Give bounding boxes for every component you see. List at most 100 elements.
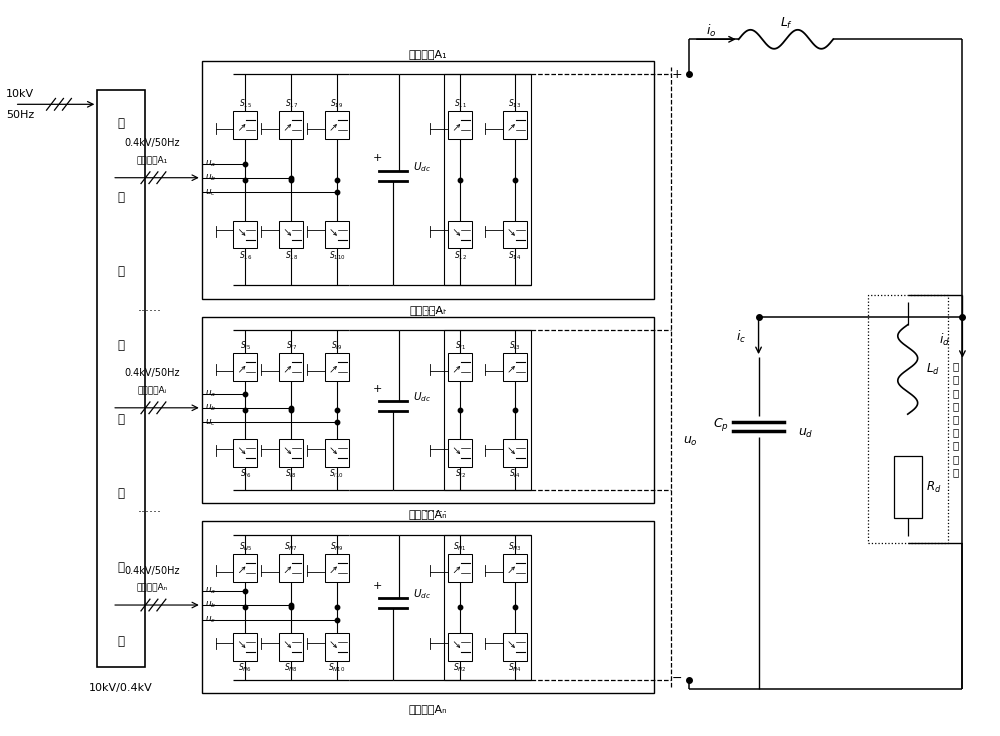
Text: 组: 组: [118, 265, 125, 278]
Bar: [279, 633, 303, 661]
Text: $S_{14}$: $S_{14}$: [508, 250, 522, 262]
Bar: [503, 111, 527, 139]
Bar: [503, 353, 527, 381]
Bar: [444, 534, 531, 680]
Text: $S_{i6}$: $S_{i6}$: [240, 468, 251, 481]
Text: 10kV: 10kV: [6, 89, 34, 99]
Text: ......: ......: [423, 503, 447, 515]
Bar: [894, 456, 922, 518]
Bar: [503, 439, 527, 467]
Text: ......: ......: [138, 301, 162, 314]
Text: $S_{N5}$: $S_{N5}$: [239, 540, 252, 553]
Bar: [503, 554, 527, 581]
Bar: [202, 521, 654, 693]
Text: $S_{17}$: $S_{17}$: [285, 98, 298, 110]
Text: $S_{i10}$: $S_{i10}$: [329, 468, 344, 481]
Text: $u_b$: $u_b$: [205, 403, 216, 413]
Text: $S_{N2}$: $S_{N2}$: [453, 662, 467, 674]
Bar: [279, 353, 303, 381]
Text: $S_{N8}$: $S_{N8}$: [284, 662, 298, 674]
Text: ......: ......: [423, 301, 447, 314]
Text: $S_{N9}$: $S_{N9}$: [330, 540, 344, 553]
Text: $S_{11}$: $S_{11}$: [454, 98, 467, 110]
Text: 0.4kV/50Hz: 0.4kV/50Hz: [124, 138, 180, 149]
Text: $L_f$: $L_f$: [780, 15, 793, 31]
Text: 10kV/0.4kV: 10kV/0.4kV: [89, 683, 153, 693]
Text: 功率单元Aᵢ: 功率单元Aᵢ: [410, 305, 446, 314]
Bar: [202, 61, 654, 299]
Text: $u_a$: $u_a$: [205, 586, 216, 596]
Bar: [448, 111, 472, 139]
Text: 移: 移: [118, 339, 125, 352]
Bar: [448, 353, 472, 381]
Text: $u_b$: $u_b$: [205, 600, 216, 610]
Text: $U_{dc}$: $U_{dc}$: [413, 390, 432, 404]
Bar: [233, 111, 257, 139]
Text: $S_{N6}$: $S_{N6}$: [238, 662, 252, 674]
Text: 多: 多: [118, 117, 125, 130]
Text: 绕: 绕: [118, 191, 125, 204]
Text: $S_{i5}$: $S_{i5}$: [240, 340, 251, 353]
Text: 功率单元Aₙ: 功率单元Aₙ: [409, 509, 447, 519]
Bar: [325, 221, 349, 248]
Text: $+$: $+$: [372, 152, 382, 163]
Bar: [202, 317, 654, 503]
Text: $S_{N4}$: $S_{N4}$: [508, 662, 522, 674]
Text: 压: 压: [118, 562, 125, 574]
Bar: [325, 353, 349, 381]
Text: $i_o$: $i_o$: [706, 23, 716, 38]
Text: $S_{i1}$: $S_{i1}$: [455, 340, 466, 353]
Text: $S_{19}$: $S_{19}$: [330, 98, 344, 110]
Text: $u_b$: $u_b$: [205, 172, 216, 183]
Text: $S_{15}$: $S_{15}$: [239, 98, 252, 110]
Text: $C_p$: $C_p$: [713, 417, 729, 434]
Bar: [448, 221, 472, 248]
Text: 功率单元A₁: 功率单元A₁: [136, 155, 168, 164]
Text: $+$: $+$: [372, 383, 382, 394]
Text: $L_d$: $L_d$: [926, 362, 939, 377]
Text: $S_{13}$: $S_{13}$: [508, 98, 522, 110]
Text: 功率单元Aₙ: 功率单元Aₙ: [136, 582, 168, 591]
Text: $S_{N3}$: $S_{N3}$: [508, 540, 522, 553]
Text: $S_{110}$: $S_{110}$: [329, 250, 345, 262]
Text: $u_a$: $u_a$: [205, 158, 216, 169]
Text: 功率单元Aₙ: 功率单元Aₙ: [409, 704, 447, 714]
Text: $i_c$: $i_c$: [736, 328, 747, 344]
Bar: [97, 91, 145, 668]
Bar: [233, 554, 257, 581]
Text: $+$: $+$: [372, 580, 382, 591]
Text: $S_{18}$: $S_{18}$: [285, 250, 298, 262]
Text: $u_c$: $u_c$: [205, 417, 216, 428]
Text: 变: 变: [118, 487, 125, 500]
Text: 中
间
包
电
磁
感
应
线
圈: 中 间 包 电 磁 感 应 线 圈: [952, 361, 959, 477]
Text: $S_{i2}$: $S_{i2}$: [455, 468, 466, 481]
Text: $S_{N10}$: $S_{N10}$: [328, 662, 346, 674]
Bar: [279, 439, 303, 467]
Bar: [325, 111, 349, 139]
Bar: [233, 221, 257, 248]
Bar: [279, 111, 303, 139]
Text: $S_{12}$: $S_{12}$: [454, 250, 467, 262]
Bar: [325, 439, 349, 467]
Bar: [503, 221, 527, 248]
Bar: [448, 554, 472, 581]
Bar: [325, 633, 349, 661]
Text: $U_{dc}$: $U_{dc}$: [413, 587, 432, 601]
Bar: [444, 330, 531, 490]
Text: 功率单元A₁: 功率单元A₁: [409, 49, 447, 59]
Text: $R_d$: $R_d$: [926, 480, 941, 495]
Bar: [279, 554, 303, 581]
Text: $S_{i8}$: $S_{i8}$: [285, 468, 297, 481]
Bar: [448, 439, 472, 467]
Text: $S_{i9}$: $S_{i9}$: [331, 340, 343, 353]
Text: $u_c$: $u_c$: [205, 187, 216, 197]
Text: $U_{dc}$: $U_{dc}$: [413, 160, 432, 174]
Text: $S_{i4}$: $S_{i4}$: [509, 468, 521, 481]
Text: 50Hz: 50Hz: [6, 110, 34, 119]
Bar: [325, 554, 349, 581]
Bar: [233, 633, 257, 661]
Text: 0.4kV/50Hz: 0.4kV/50Hz: [124, 369, 180, 378]
Bar: [868, 295, 948, 543]
Bar: [448, 633, 472, 661]
Text: $u_a$: $u_a$: [205, 389, 216, 399]
